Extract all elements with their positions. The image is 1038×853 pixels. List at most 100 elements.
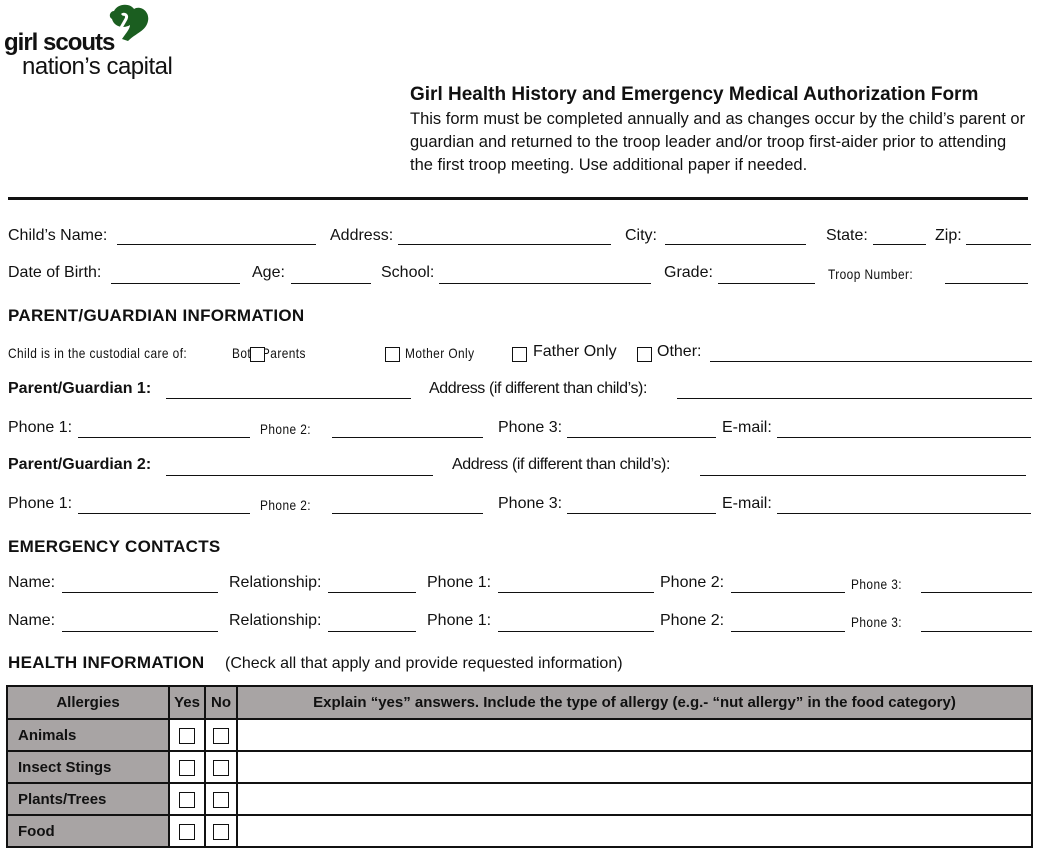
- yes-checkbox[interactable]: [179, 791, 195, 808]
- no-checkbox[interactable]: [213, 759, 229, 776]
- col-no: No: [204, 685, 238, 720]
- pg1-address-field[interactable]: [677, 398, 1032, 399]
- troop-label: Troop Number:: [828, 266, 914, 282]
- pg1-phone1-field[interactable]: [78, 437, 250, 438]
- explain-field[interactable]: [236, 782, 1033, 816]
- allergy-label: Plants/Trees: [6, 782, 170, 816]
- state-label: State:: [826, 227, 868, 244]
- pg2-phone3-field[interactable]: [567, 513, 716, 514]
- pg1-address-label: Address (if different than child’s):: [429, 380, 648, 397]
- other-field[interactable]: [710, 361, 1032, 362]
- pg2-address-field[interactable]: [700, 475, 1026, 476]
- pg2-email-label: E-mail:: [722, 495, 772, 512]
- city-field[interactable]: [665, 244, 806, 245]
- age-field[interactable]: [291, 283, 371, 284]
- pg1-field[interactable]: [166, 398, 411, 399]
- child-name-label: Child’s Name:: [8, 227, 108, 244]
- parent-heading: PARENT/GUARDIAN INFORMATION: [8, 306, 305, 325]
- allergies-table: Allergies Yes No Explain “yes” answers. …: [6, 685, 1033, 848]
- ec2-name-label: Name:: [8, 612, 56, 629]
- ec1-phone2-field[interactable]: [731, 592, 845, 593]
- ec1-name-field[interactable]: [62, 592, 218, 593]
- child-name-field[interactable]: [117, 244, 316, 245]
- ec1-relationship-field[interactable]: [328, 592, 416, 593]
- both-parents-checkbox[interactable]: [250, 347, 265, 362]
- pg1-phone2-field[interactable]: [332, 437, 483, 438]
- explain-field[interactable]: [236, 814, 1033, 848]
- yes-checkbox[interactable]: [179, 727, 195, 744]
- ec2-name-field[interactable]: [62, 631, 218, 632]
- logo-line1: girl scouts: [4, 29, 115, 56]
- pg1-label: Parent/Guardian 1:: [8, 380, 152, 397]
- city-label: City:: [625, 227, 657, 244]
- both-parents-label: Both Parents: [232, 345, 306, 361]
- pg2-phone2-field[interactable]: [332, 513, 483, 514]
- pg2-phone1-label: Phone 1:: [8, 495, 73, 512]
- ec2-phone1-label: Phone 1:: [427, 612, 492, 629]
- ec2-phone2-field[interactable]: [731, 631, 845, 632]
- divider: [8, 197, 1028, 200]
- pg2-phone1-field[interactable]: [78, 513, 250, 514]
- yes-checkbox[interactable]: [179, 759, 195, 776]
- no-checkbox[interactable]: [213, 727, 229, 744]
- pg2-email-field[interactable]: [777, 513, 1031, 514]
- pg1-phone3-field[interactable]: [567, 437, 716, 438]
- pg2-phone3-label: Phone 3:: [498, 495, 563, 512]
- pg1-email-field[interactable]: [777, 437, 1031, 438]
- father-only-checkbox[interactable]: [512, 347, 527, 362]
- address-field[interactable]: [398, 244, 611, 245]
- ec2-phone1-field[interactable]: [498, 631, 654, 632]
- col-yes: Yes: [168, 685, 206, 720]
- pg1-email-label: E-mail:: [722, 419, 772, 436]
- health-note: (Check all that apply and provide reques…: [225, 655, 623, 672]
- zip-field[interactable]: [966, 244, 1031, 245]
- zip-label: Zip:: [935, 227, 962, 244]
- logo-line2: nation’s capital: [22, 53, 173, 80]
- state-field[interactable]: [873, 244, 926, 245]
- ec2-phone2-label: Phone 2:: [660, 612, 725, 629]
- allergy-label: Food: [6, 814, 170, 848]
- pg2-address-label: Address (if different than child’s):: [452, 456, 671, 473]
- address-label: Address:: [330, 227, 394, 244]
- table-row: Food: [6, 814, 1033, 848]
- grade-field[interactable]: [718, 283, 815, 284]
- col-explain: Explain “yes” answers. Include the type …: [236, 685, 1033, 720]
- explain-field[interactable]: [236, 718, 1033, 752]
- custodial-label: Child is in the custodial care of:: [8, 345, 188, 361]
- ec1-name-label: Name:: [8, 574, 56, 591]
- ec2-relationship-field[interactable]: [328, 631, 416, 632]
- ec2-phone3-field[interactable]: [921, 631, 1032, 632]
- emergency-heading: EMERGENCY CONTACTS: [8, 537, 221, 556]
- pg1-phone3-label: Phone 3:: [498, 419, 563, 436]
- form-intro: This form must be completed annually and…: [410, 110, 1026, 174]
- ec1-phone3-field[interactable]: [921, 592, 1032, 593]
- grade-label: Grade:: [664, 264, 713, 281]
- ec1-phone1-field[interactable]: [498, 592, 654, 593]
- trefoil-logo-icon: [109, 4, 149, 42]
- table-row: Animals: [6, 718, 1033, 752]
- yes-checkbox[interactable]: [179, 823, 195, 840]
- no-checkbox[interactable]: [213, 823, 229, 840]
- form-title: Girl Health History and Emergency Medica…: [410, 84, 979, 105]
- ec1-phone3-label: Phone 3:: [851, 576, 903, 592]
- allergy-label: Insect Stings: [6, 750, 170, 784]
- other-checkbox[interactable]: [637, 347, 652, 362]
- pg1-phone2-label: Phone 2:: [260, 421, 312, 437]
- school-label: School:: [381, 264, 435, 281]
- dob-field[interactable]: [111, 283, 240, 284]
- pg2-phone2-label: Phone 2:: [260, 497, 312, 513]
- school-field[interactable]: [439, 283, 651, 284]
- allergy-label: Animals: [6, 718, 170, 752]
- mother-only-label: Mother Only: [405, 345, 475, 361]
- explain-field[interactable]: [236, 750, 1033, 784]
- dob-label: Date of Birth:: [8, 264, 102, 281]
- pg1-phone1-label: Phone 1:: [8, 419, 73, 436]
- troop-field[interactable]: [945, 283, 1028, 284]
- no-checkbox[interactable]: [213, 791, 229, 808]
- ec2-phone3-label: Phone 3:: [851, 614, 903, 630]
- pg2-field[interactable]: [166, 475, 433, 476]
- father-only-label: Father Only: [533, 343, 617, 360]
- mother-only-checkbox[interactable]: [385, 347, 400, 362]
- health-heading: HEALTH INFORMATION: [8, 653, 205, 672]
